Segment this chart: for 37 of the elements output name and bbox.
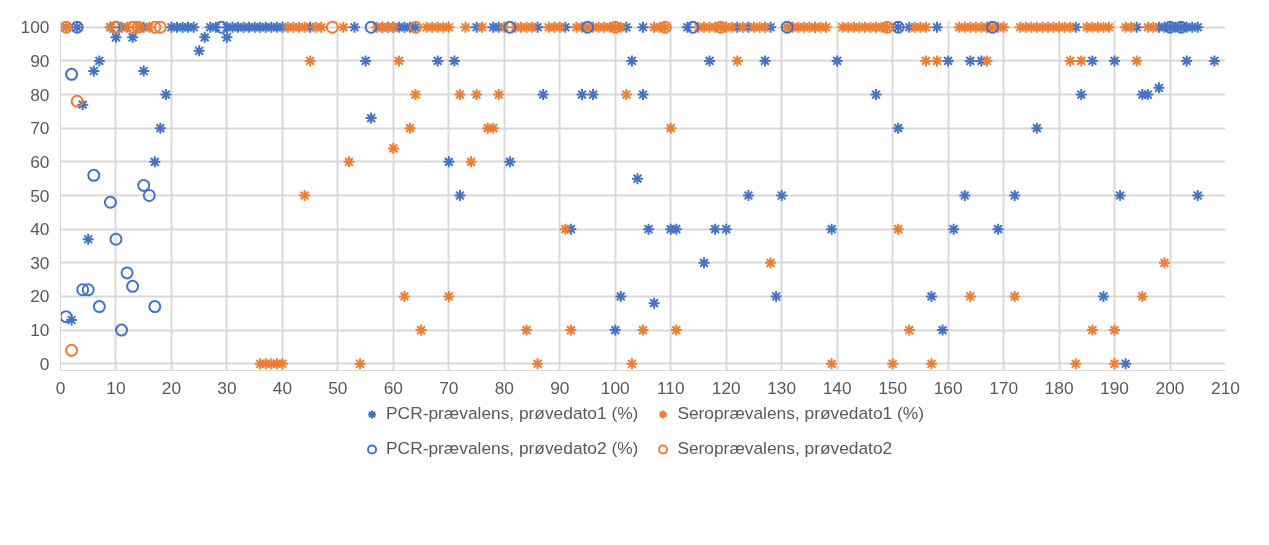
x-tick-label: 170 [989,377,1019,398]
x-tick-label: 130 [767,377,797,398]
x-tick-label: 200 [1155,377,1185,398]
legend-label: Seroprævalens, prøvedato1 (%) [677,403,924,424]
x-tick-label: 190 [1100,377,1130,398]
legend-label: PCR-prævalens, prøvedato2 (%) [386,438,639,459]
x-tick-label: 180 [1044,377,1074,398]
legend-label: Seroprævalens, prøvedato2 [677,438,893,459]
x-tick-label: 210 [1211,377,1240,398]
legend-label: PCR-prævalens, prøvedato1 (%) [386,403,639,424]
x-tick-label: 110 [656,377,685,398]
x-tick-label: 10 [106,377,126,398]
y-tick-label: 60 [30,151,50,172]
y-tick-label: 90 [30,50,50,71]
x-tick-label: 140 [822,377,852,398]
x-tick-label: 90 [550,377,570,398]
x-tick-label: 70 [439,377,459,398]
x-tick-label: 30 [217,377,237,398]
y-tick-label: 30 [30,252,50,273]
x-tick-label: 120 [711,377,741,398]
y-tick-label: 70 [30,118,50,139]
x-tick-label: 20 [161,377,182,398]
x-tick-label: 100 [600,377,630,398]
x-tick-label: 150 [878,377,908,398]
y-tick-label: 50 [30,185,50,206]
y-tick-label: 0 [39,353,50,374]
x-tick-label: 160 [933,377,963,398]
x-tick-label: 60 [383,377,403,398]
y-tick-label: 10 [30,320,50,341]
x-tick-label: 80 [494,377,514,398]
x-tick-label: 40 [272,377,293,398]
y-tick-label: 80 [30,84,50,105]
x-tick-label: 0 [55,377,66,398]
y-tick-label: 20 [30,286,50,307]
y-tick-label: 40 [30,219,50,240]
y-tick-label: 100 [20,17,50,38]
x-tick-label: 50 [328,377,348,398]
